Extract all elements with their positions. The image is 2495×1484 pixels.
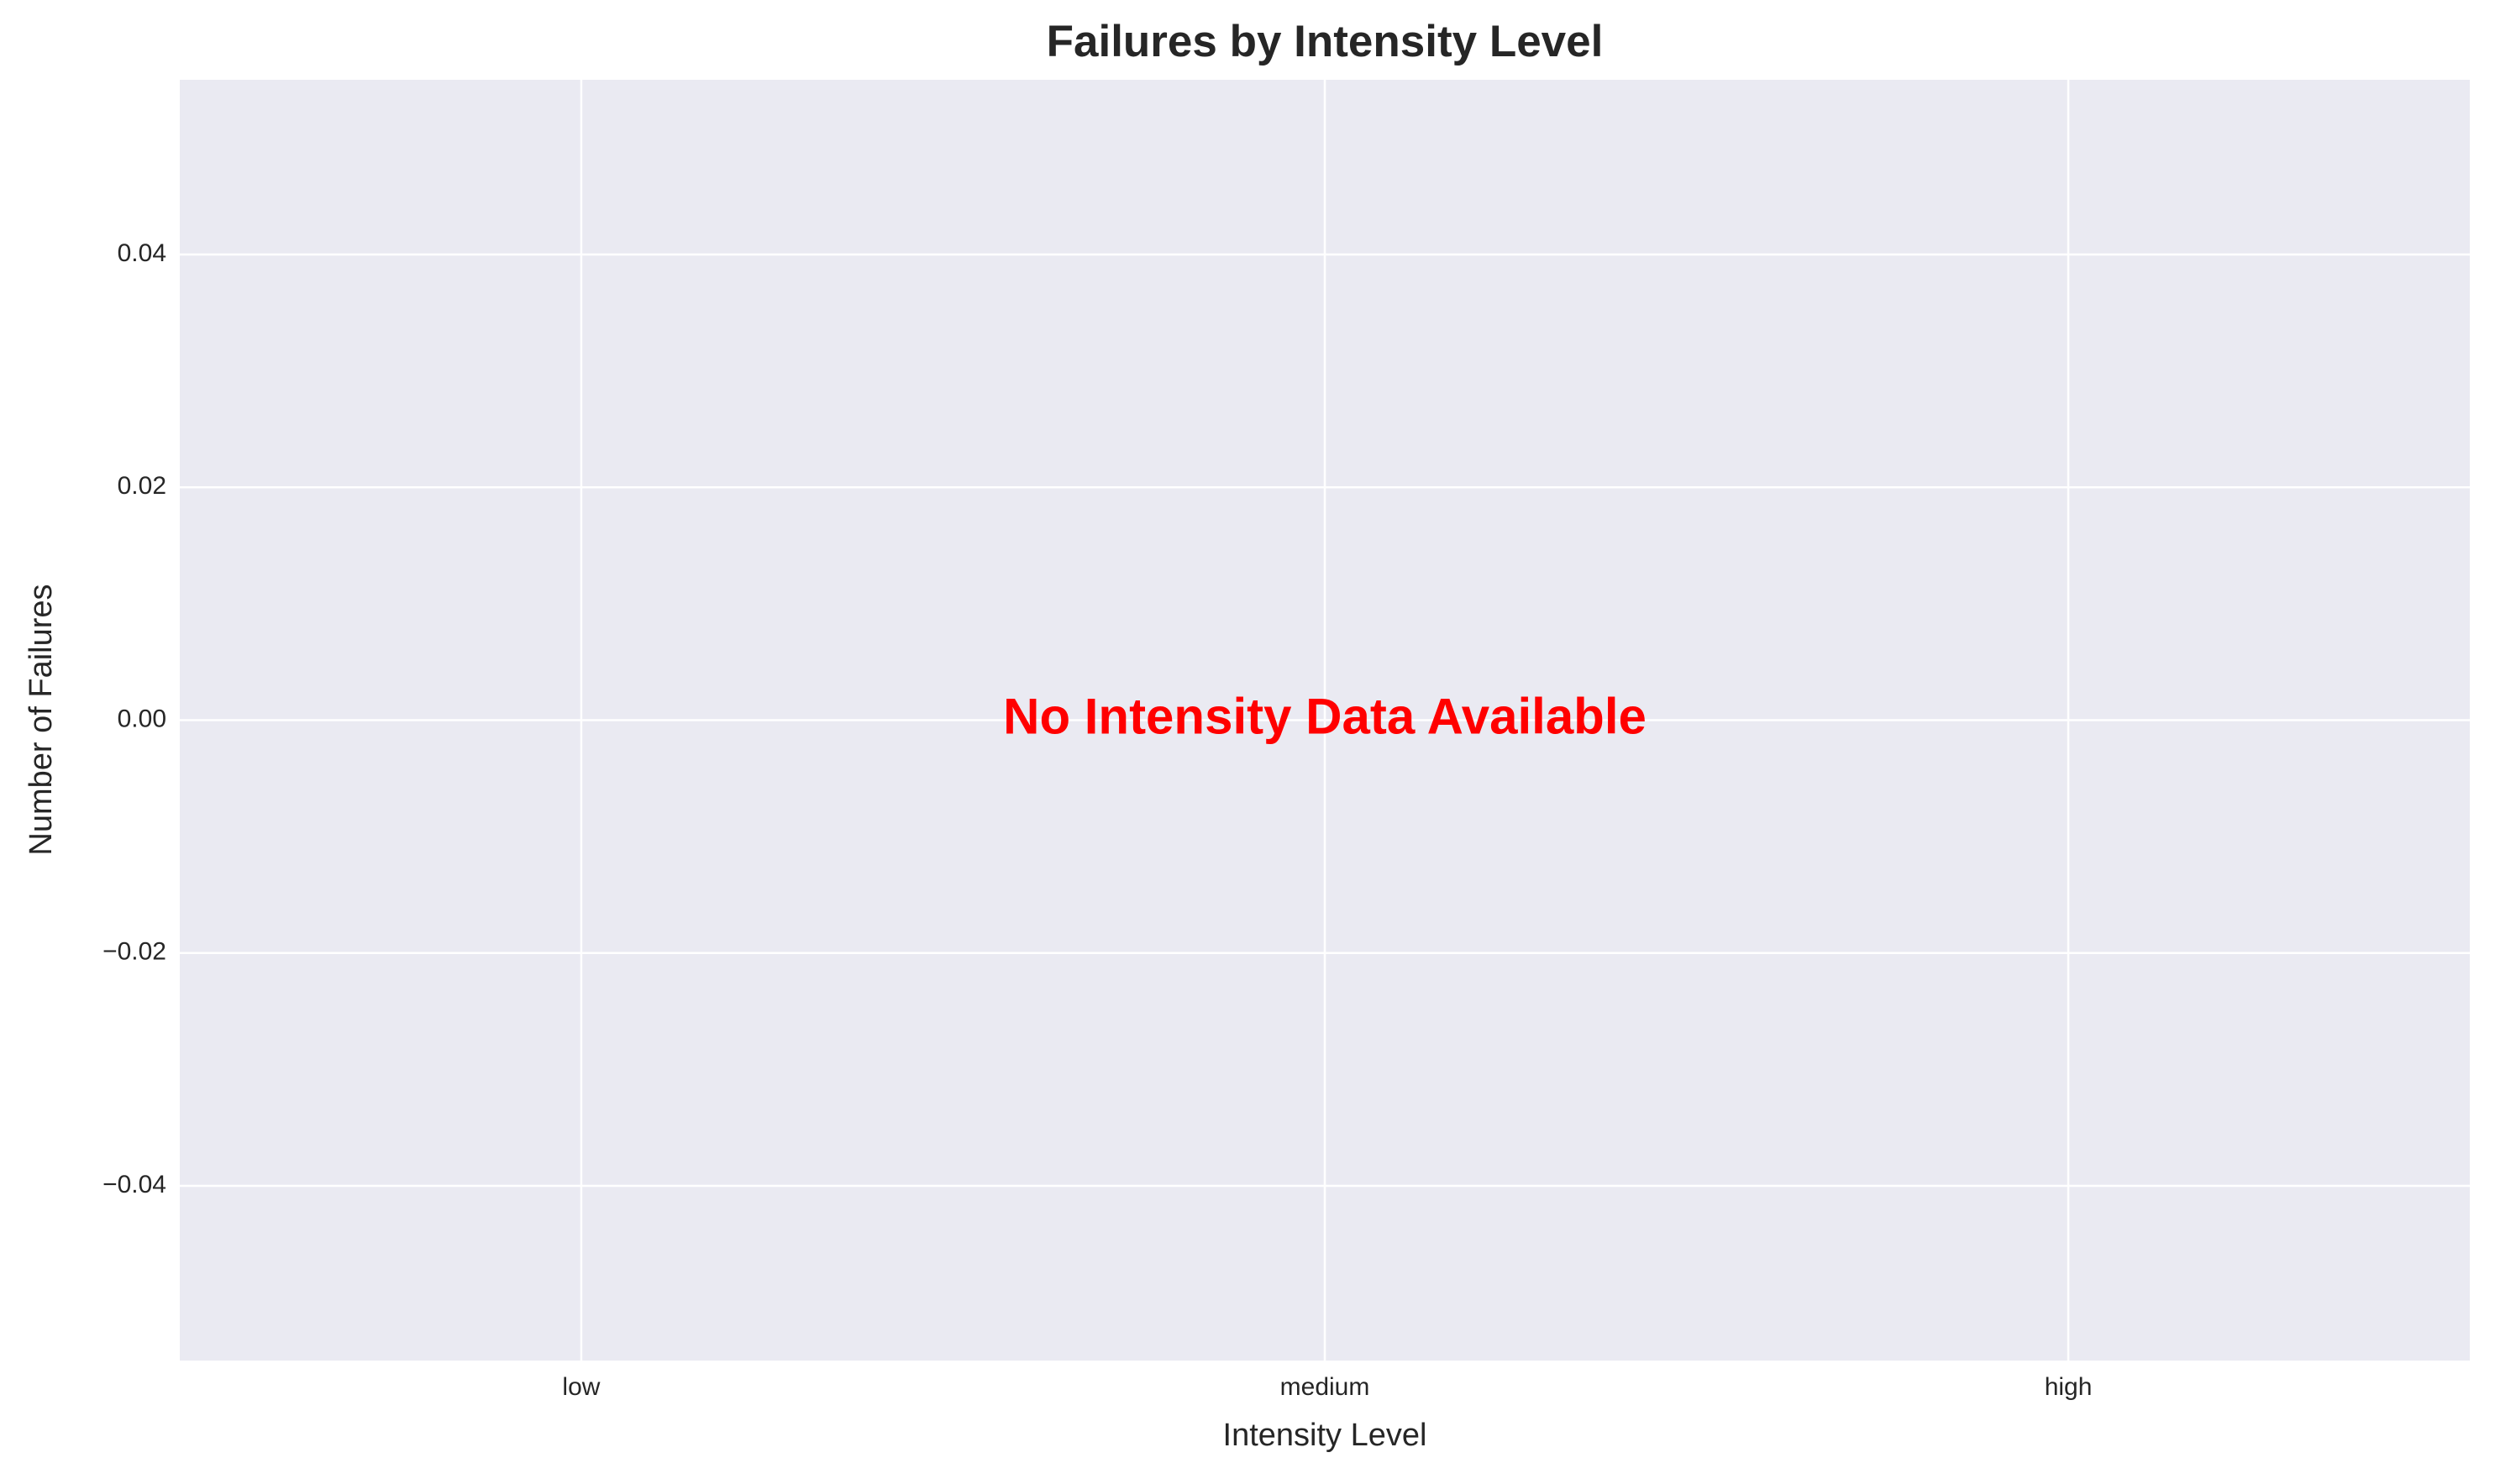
y-tick-label: 0.04 — [118, 239, 166, 267]
annotation: No Intensity Data Available — [1003, 688, 1647, 744]
y-tick-label: 0.00 — [118, 705, 166, 732]
y-tick-label: −0.02 — [102, 938, 166, 966]
x-tick-label: high — [2045, 1373, 2093, 1401]
y-tick-label: 0.02 — [118, 472, 166, 500]
x-tick-label: low — [562, 1373, 600, 1401]
chart-title: Failures by Intensity Level — [1047, 17, 1604, 66]
y-tick-label: −0.04 — [102, 1171, 166, 1198]
y-axis-label: Number of Failures — [24, 584, 59, 855]
x-axis-label: Intensity Level — [1223, 1418, 1427, 1453]
x-tick-label: medium — [1280, 1373, 1370, 1401]
